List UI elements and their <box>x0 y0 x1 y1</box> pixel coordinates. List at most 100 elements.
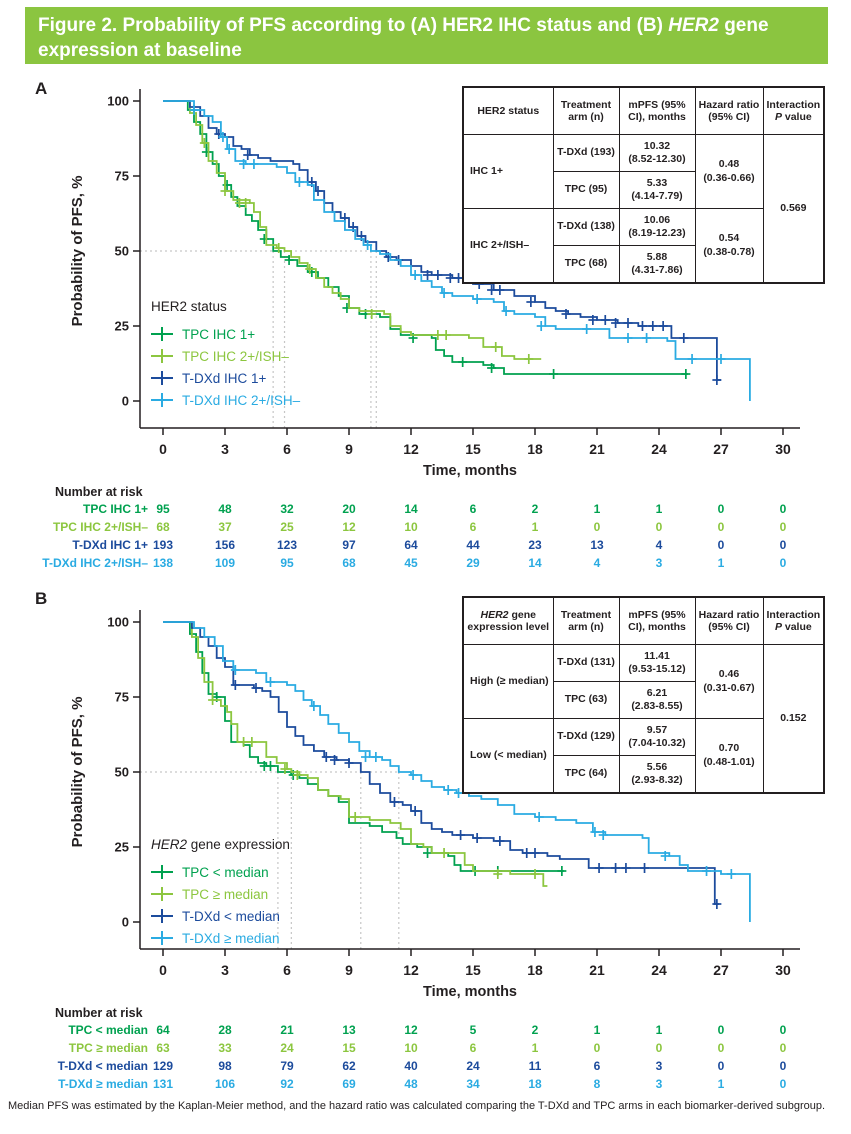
x-tick-label: 0 <box>159 962 167 978</box>
arm-cell: TPC (68) <box>552 245 620 284</box>
x-tick-label: 21 <box>589 441 605 457</box>
risk-row-label: TPC IHC 2+/ISH– <box>53 520 148 534</box>
plus-marker-icon <box>151 393 173 407</box>
y-axis-title: Probability of PFS, % <box>69 697 86 848</box>
risk-count: 25 <box>280 520 294 534</box>
legend-item-label: TPC IHC 1+ <box>182 326 256 342</box>
plus-marker-icon <box>151 865 173 879</box>
risk-count: 68 <box>342 556 356 570</box>
risk-count: 0 <box>780 1077 787 1091</box>
x-tick-label: 3 <box>221 441 229 457</box>
mpfs-hazard-table: HER2 gene expression level Treatment arm … <box>462 596 826 794</box>
risk-count: 138 <box>153 556 173 570</box>
x-axis-title: Time, months <box>423 984 517 1000</box>
mpfs-cell: 10.06 (8.19-12.23) <box>618 208 696 246</box>
x-tick-label: 18 <box>527 441 543 457</box>
risk-count: 0 <box>718 538 725 552</box>
risk-row-label: T-DXd ≥ median <box>58 1077 148 1091</box>
x-tick-label: 24 <box>651 962 667 978</box>
mpfs-cell: 5.88 (4.31-7.86) <box>618 245 696 284</box>
table-header-cell: Interaction P value <box>762 86 825 135</box>
legend-item-label: TPC ≥ median <box>182 886 269 902</box>
x-tick-label: 15 <box>465 962 481 978</box>
risk-count: 64 <box>156 1023 170 1037</box>
risk-count: 0 <box>780 520 787 534</box>
figure-title-prefix: Figure 2. Probability of PFS according t… <box>38 15 669 36</box>
legend-item: TPC IHC 2+/ISH– <box>151 345 300 367</box>
x-tick-label: 6 <box>283 441 291 457</box>
plus-marker-icon <box>151 909 173 923</box>
arm-cell: T-DXd (129) <box>552 718 620 756</box>
interaction-p-cell: 0.569 <box>762 134 825 284</box>
risk-row-label: TPC < median <box>68 1023 148 1037</box>
risk-row-label: TPC IHC 1+ <box>83 502 148 516</box>
table-header-cell: Hazard ratio (95% CI) <box>694 86 764 135</box>
legend-item: T-DXd ≥ median <box>151 927 290 949</box>
risk-count: 48 <box>218 502 232 516</box>
figure-title-bar: Figure 2. Probability of PFS according t… <box>25 7 828 64</box>
x-tick-label: 12 <box>403 441 419 457</box>
risk-count: 1 <box>718 1077 725 1091</box>
risk-count: 0 <box>718 1059 725 1073</box>
x-tick-label: 12 <box>403 962 419 978</box>
risk-count: 18 <box>528 1077 542 1091</box>
risk-count: 3 <box>656 1077 663 1091</box>
legend-item-label: TPC < median <box>182 864 269 880</box>
risk-count: 15 <box>342 1041 356 1055</box>
stats-table-panel-a: HER2 status Treatment arm (n) mPFS (95% CI… <box>462 86 826 284</box>
risk-row-label: T-DXd < median <box>58 1059 148 1073</box>
risk-count: 0 <box>780 538 787 552</box>
risk-count: 64 <box>404 538 418 552</box>
panel-a-label: A <box>35 79 48 98</box>
risk-count: 0 <box>780 1059 787 1073</box>
y-tick-label: 50 <box>115 244 129 259</box>
legend-item: TPC IHC 1+ <box>151 323 300 345</box>
legend-item-label: TPC IHC 2+/ISH– <box>182 348 289 364</box>
table-header-cell: HER2 gene expression level <box>462 596 554 645</box>
arm-cell: TPC (64) <box>552 755 620 794</box>
mpfs-cell: 10.32 (8.52-12.30) <box>618 134 696 172</box>
number-at-risk-title: Number at risk <box>55 1006 143 1020</box>
risk-count: 106 <box>215 1077 235 1091</box>
hazard-ratio-cell: 0.48 (0.36-0.66) <box>694 134 764 209</box>
plus-marker-icon <box>151 327 173 341</box>
y-tick-label: 25 <box>115 319 129 334</box>
risk-count: 33 <box>218 1041 232 1055</box>
risk-count: 62 <box>342 1059 356 1073</box>
figure-title-italic-gene: HER2 <box>668 15 719 36</box>
risk-count: 48 <box>404 1077 418 1091</box>
risk-count: 12 <box>342 520 356 534</box>
legend-panel-b: HER2 gene expression TPC < median TPC ≥ me… <box>151 837 290 949</box>
risk-count: 11 <box>529 1059 542 1073</box>
risk-count: 14 <box>528 556 542 570</box>
risk-count: 95 <box>156 502 170 516</box>
risk-count: 24 <box>466 1059 480 1073</box>
group-cell: IHC 2+/ISH– <box>462 208 554 284</box>
y-tick-label: 0 <box>122 394 129 409</box>
number-at-risk-title: Number at risk <box>55 485 143 499</box>
legend-title: HER2 status <box>151 299 227 314</box>
mpfs-cell: 11.41 (9.53-15.12) <box>618 644 696 682</box>
risk-count: 1 <box>532 1041 539 1055</box>
km-curve <box>163 100 721 381</box>
x-tick-label: 9 <box>345 962 353 978</box>
panel-b-label: B <box>35 589 48 608</box>
y-tick-label: 0 <box>122 915 129 930</box>
x-axis-title: Time, months <box>423 463 517 479</box>
y-axis-title: Probability of PFS, % <box>69 176 86 327</box>
risk-count: 6 <box>470 1041 477 1055</box>
x-tick-label: 3 <box>221 962 229 978</box>
x-tick-label: 15 <box>465 441 481 457</box>
y-tick-label: 50 <box>115 765 129 780</box>
risk-count: 13 <box>590 538 604 552</box>
km-curve <box>163 100 542 360</box>
risk-count: 40 <box>404 1059 418 1073</box>
risk-count: 3 <box>656 1059 663 1073</box>
table-header-cell: mPFS (95% CI), months <box>618 86 696 135</box>
y-tick-label: 25 <box>115 840 129 855</box>
risk-count: 131 <box>153 1077 173 1091</box>
hazard-ratio-cell: 0.54 (0.38-0.78) <box>694 208 764 284</box>
stats-table-panel-b: HER2 gene expression level Treatment arm … <box>462 596 826 794</box>
risk-row-label: TPC ≥ median <box>69 1041 148 1055</box>
